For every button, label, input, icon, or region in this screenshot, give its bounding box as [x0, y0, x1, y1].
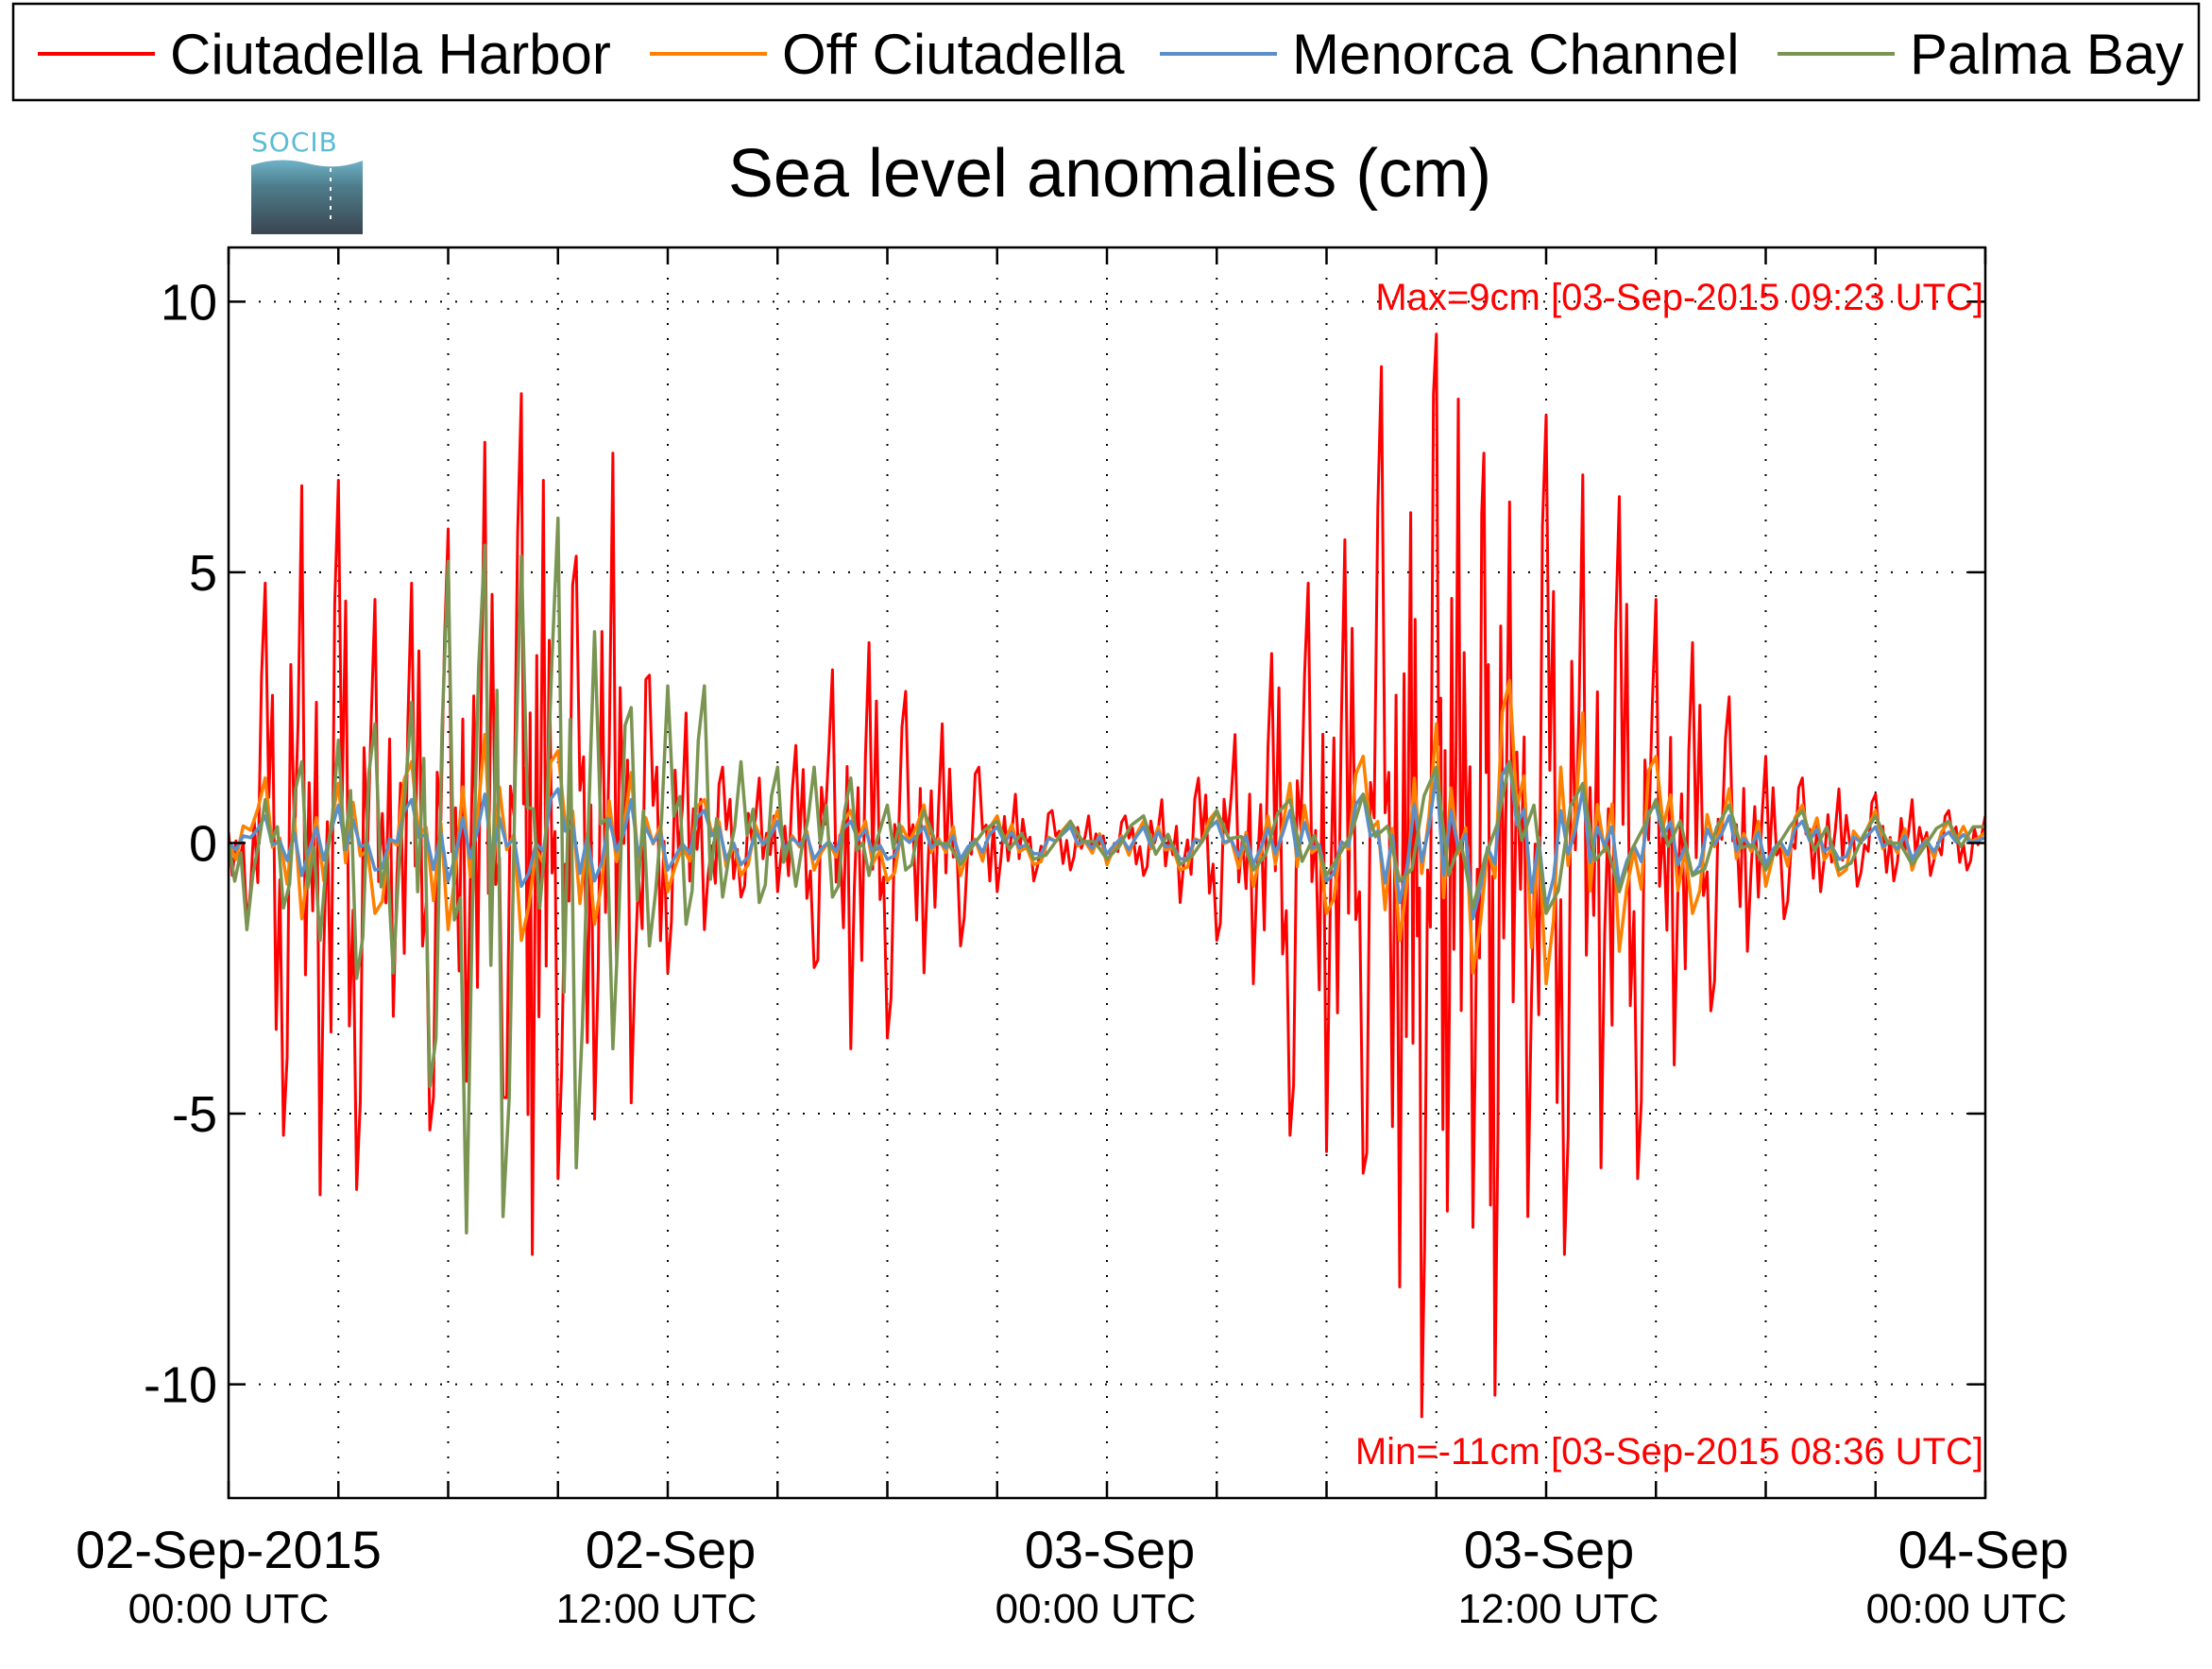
- max-annotation: Max=9cm [03-Sep-2015 09:23 UTC]: [1375, 277, 1983, 318]
- y-tick-label: -5: [172, 1086, 217, 1143]
- x-tick-date-label: 02-Sep-2015: [76, 1520, 382, 1579]
- grid: [229, 247, 1985, 1498]
- axes-frame: [227, 246, 1987, 1500]
- legend-label: Off Ciutadella: [782, 23, 1125, 86]
- x-tick-time-label: 12:00 UTC: [556, 1586, 757, 1632]
- legend-label: Menorca Channel: [1292, 23, 1740, 86]
- x-tick-time-label: 00:00 UTC: [128, 1586, 330, 1632]
- x-tick-date-label: 03-Sep: [1464, 1520, 1635, 1579]
- x-tick-time-label: 12:00 UTC: [1458, 1586, 1659, 1632]
- y-tick-label: -10: [144, 1357, 217, 1414]
- min-annotation: Min=-11cm [03-Sep-2015 08:36 UTC]: [1355, 1431, 1983, 1473]
- x-tick-date-label: 04-Sep: [1898, 1520, 2069, 1579]
- y-tick-label: 10: [161, 274, 217, 331]
- x-tick-date-label: 03-Sep: [1025, 1520, 1196, 1579]
- legend-label: Ciutadella Harbor: [170, 23, 611, 86]
- socib-logo: SOCIB: [251, 127, 363, 234]
- legend: Ciutadella Harbor Off Ciutadella Menorca C…: [11, 2, 2201, 102]
- logo-text: SOCIB: [251, 127, 338, 158]
- y-tick-label: 0: [189, 815, 217, 872]
- legend-label: Palma Bay: [1910, 23, 2184, 86]
- series-group: [229, 332, 1985, 1419]
- chart-title: Sea level anomalies (cm): [728, 136, 1491, 212]
- plot-area: 10 5 0 -5 -10 02-Sep-2015 00:00 UTC 02-Sep 12:00…: [76, 246, 2068, 1632]
- ticks: 10 5 0 -5 -10 02-Sep-2015 00:00 UTC 02-Sep 12:00…: [76, 247, 2068, 1632]
- x-tick-date-label: 02-Sep: [586, 1520, 757, 1579]
- series-line-palma-bay: [229, 516, 1985, 1235]
- logo-wave: [251, 160, 363, 234]
- series-line-off-ciutadella: [229, 678, 1985, 986]
- x-tick-time-label: 00:00 UTC: [1866, 1586, 2067, 1632]
- x-tick-time-label: 00:00 UTC: [995, 1586, 1197, 1632]
- y-tick-label: 5: [189, 545, 217, 602]
